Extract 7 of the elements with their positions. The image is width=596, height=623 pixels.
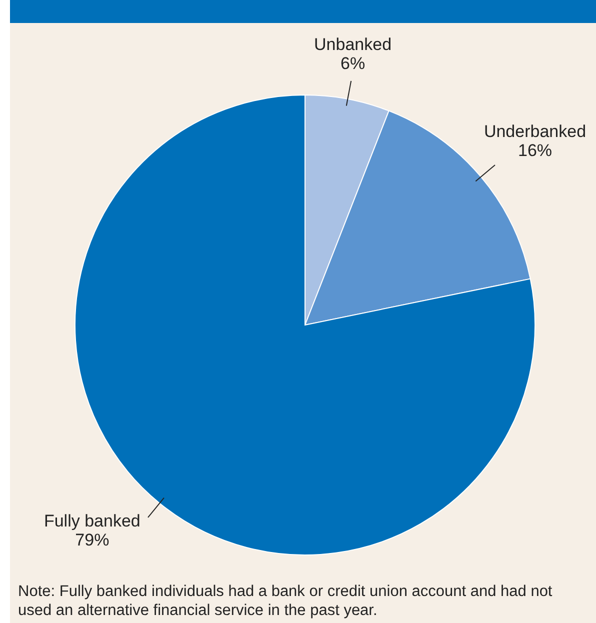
data-label: 16%: [518, 141, 552, 160]
slice-label: Unbanked: [314, 34, 392, 54]
text: Note: Fully banked individuals had a bank or credit union account and had not used an alternative financial service in the past year.: [18, 583, 553, 619]
data-label: 79%: [75, 530, 110, 550]
slice-label: Underbanked: [484, 122, 586, 142]
data-label: 6%: [340, 54, 366, 73]
slice-label: Fully banked: [44, 512, 140, 531]
